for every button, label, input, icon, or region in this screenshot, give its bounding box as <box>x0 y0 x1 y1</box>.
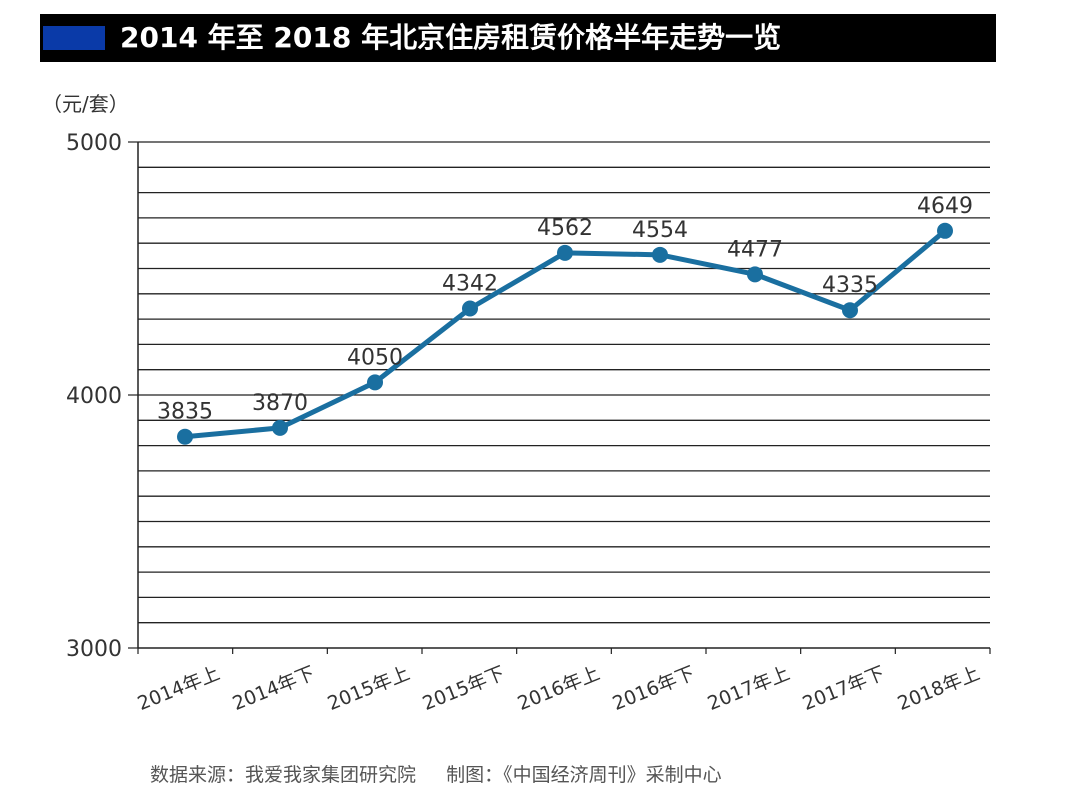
x-tick-labels: 2014年上 2014年下 2015年上 2015年下 2016年上 2016年下 2017… <box>135 662 983 715</box>
source-note: 数据来源：我爱我家集团研究院 <box>150 764 417 786</box>
chart-title: 2014 年至 2018 年北京住房租赁价格半年走势一览 <box>120 21 782 54</box>
data-point <box>557 244 573 261</box>
y-axis-unit-label: （元/套） <box>42 92 129 116</box>
data-label: 3835 <box>157 400 213 425</box>
data-point <box>367 374 383 391</box>
x-tick-label: 2014年下 <box>230 662 318 715</box>
x-tick-label: 2017年上 <box>705 662 793 715</box>
data-label: 4050 <box>347 345 403 370</box>
data-point <box>272 419 288 436</box>
x-tick-label: 2018年上 <box>895 662 983 715</box>
data-labels: 3835 3870 4050 4342 4562 4554 4477 4335 4649 <box>157 194 973 425</box>
data-point <box>177 428 193 445</box>
x-tick-label: 2016年下 <box>610 662 698 715</box>
y-tick-labels: 3000 4000 5000 <box>66 131 138 662</box>
data-label: 4342 <box>442 271 498 296</box>
data-points <box>177 222 953 445</box>
data-point <box>937 222 953 239</box>
x-tick-label: 2015年下 <box>420 662 508 715</box>
footer: 数据来源：我爱我家集团研究院 制图：《中国经济周刊》采制中心 <box>150 760 746 787</box>
y-tick-label: 4000 <box>66 384 122 409</box>
data-point <box>842 302 858 319</box>
credit-note: 制图：《中国经济周刊》采制中心 <box>446 764 722 786</box>
data-label: 4649 <box>917 194 973 219</box>
x-tick-label: 2017年下 <box>800 662 888 715</box>
x-tick-label: 2016年上 <box>515 662 603 715</box>
data-label: 3870 <box>252 391 308 416</box>
data-point <box>652 246 668 263</box>
x-tick-label: 2014年上 <box>135 662 223 715</box>
data-label: 4562 <box>537 216 593 241</box>
y-tick-label: 3000 <box>66 637 122 662</box>
x-tick-label: 2015年上 <box>325 662 413 715</box>
data-label: 4477 <box>727 237 783 262</box>
title-bar: 2014 年至 2018 年北京住房租赁价格半年走势一览 <box>40 14 996 62</box>
data-label: 4335 <box>822 273 878 298</box>
data-label: 4554 <box>632 218 688 243</box>
data-point <box>747 266 763 283</box>
grid-lines <box>138 141 990 624</box>
y-tick-label: 5000 <box>66 131 122 156</box>
data-point <box>462 300 478 317</box>
title-accent-block <box>43 26 105 50</box>
